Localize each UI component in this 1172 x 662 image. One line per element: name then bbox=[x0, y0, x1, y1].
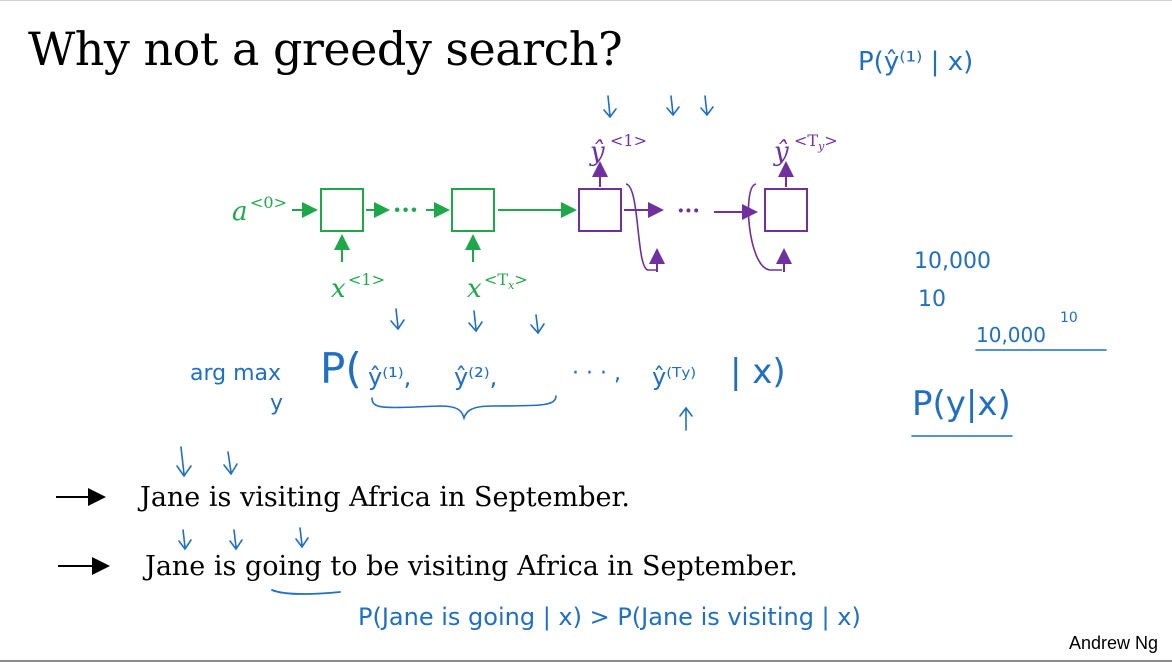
combinations-base: 10,000 bbox=[976, 323, 1046, 347]
prob-seq-open: P( bbox=[320, 344, 362, 393]
encoder: a <0> ··· x <1> x <Tx> bbox=[232, 188, 577, 304]
argmax-subscript: y bbox=[270, 391, 283, 416]
down-arrow-icon bbox=[603, 95, 617, 119]
up-arrow-icon bbox=[679, 406, 693, 431]
down-arrow-icon bbox=[530, 314, 545, 335]
y1-superscript: <1> bbox=[610, 131, 647, 150]
yty-label: ŷ bbox=[773, 137, 789, 167]
down-arrow-icon bbox=[229, 529, 243, 551]
y1-label: ŷ bbox=[589, 137, 605, 167]
y-hat-2: ŷ⁽²⁾, bbox=[454, 363, 497, 391]
sentence-2: Jane is going to be visiting Africa in S… bbox=[145, 551, 798, 582]
down-arrow-icon bbox=[468, 310, 483, 333]
down-arrow-icon bbox=[700, 95, 714, 117]
top-prob-note: P(ŷ⁽¹⁾ | x) bbox=[858, 47, 973, 77]
sequence-dots: · · · , bbox=[572, 361, 621, 386]
feedback-curve-1 bbox=[625, 183, 656, 271]
x1-superscript: <1> bbox=[348, 270, 385, 289]
down-arrow-icon bbox=[178, 529, 192, 551]
down-arrow-icon bbox=[223, 451, 238, 476]
a0-label: a bbox=[232, 197, 248, 227]
decoder-cell-1 bbox=[578, 188, 622, 232]
decoder: ··· ŷ <1> ŷ <Ty> bbox=[578, 131, 838, 272]
encoder-cell-1 bbox=[320, 188, 364, 232]
down-arrow-icon bbox=[666, 95, 680, 117]
given-x: | x) bbox=[730, 352, 786, 392]
xtx-superscript: <Tx> bbox=[484, 270, 528, 292]
bottom-comparison: P(Jane is going | x) > P(Jane is visitin… bbox=[358, 603, 861, 631]
top-border bbox=[0, 0, 1172, 1]
down-arrow-icon bbox=[295, 527, 309, 549]
vocab-size: 10,000 bbox=[914, 249, 991, 274]
down-arrow-icon bbox=[176, 446, 192, 478]
feedback-curve-2 bbox=[747, 183, 782, 271]
xtx-label: x bbox=[467, 274, 482, 304]
bottom-border bbox=[0, 660, 1172, 662]
down-arrow-icon bbox=[390, 308, 405, 331]
going-underline bbox=[271, 589, 341, 595]
encoder-cell-tx bbox=[451, 188, 495, 232]
sequence-brace bbox=[371, 395, 557, 421]
sequence-length: 10 bbox=[918, 287, 946, 312]
decoder-cell-ty bbox=[764, 188, 808, 232]
argmax-label: arg max bbox=[190, 361, 281, 386]
yty-superscript: <Ty> bbox=[794, 131, 838, 153]
a0-superscript: <0> bbox=[250, 193, 287, 212]
annotations: P(ŷ⁽¹⁾ | x) arg max y P( ŷ⁽¹⁾, ŷ⁽²⁾, · ·… bbox=[176, 47, 1107, 631]
encoder-dots: ··· bbox=[393, 195, 418, 224]
decoder-dots: ··· bbox=[677, 198, 700, 224]
combinations-exponent: 10 bbox=[1060, 310, 1078, 326]
p-y-given-x: P(y|x) bbox=[912, 384, 1011, 424]
y-hat-ty: ŷ⁽ᵀʸ⁾ bbox=[652, 363, 696, 391]
author-credit: Andrew Ng bbox=[1068, 633, 1158, 653]
slide-title: Why not a greedy search? bbox=[28, 22, 623, 76]
y-hat-1: ŷ⁽¹⁾, bbox=[368, 363, 411, 391]
x1-label: x bbox=[331, 274, 346, 304]
sentence-1: Jane is visiting Africa in September. bbox=[140, 482, 631, 513]
